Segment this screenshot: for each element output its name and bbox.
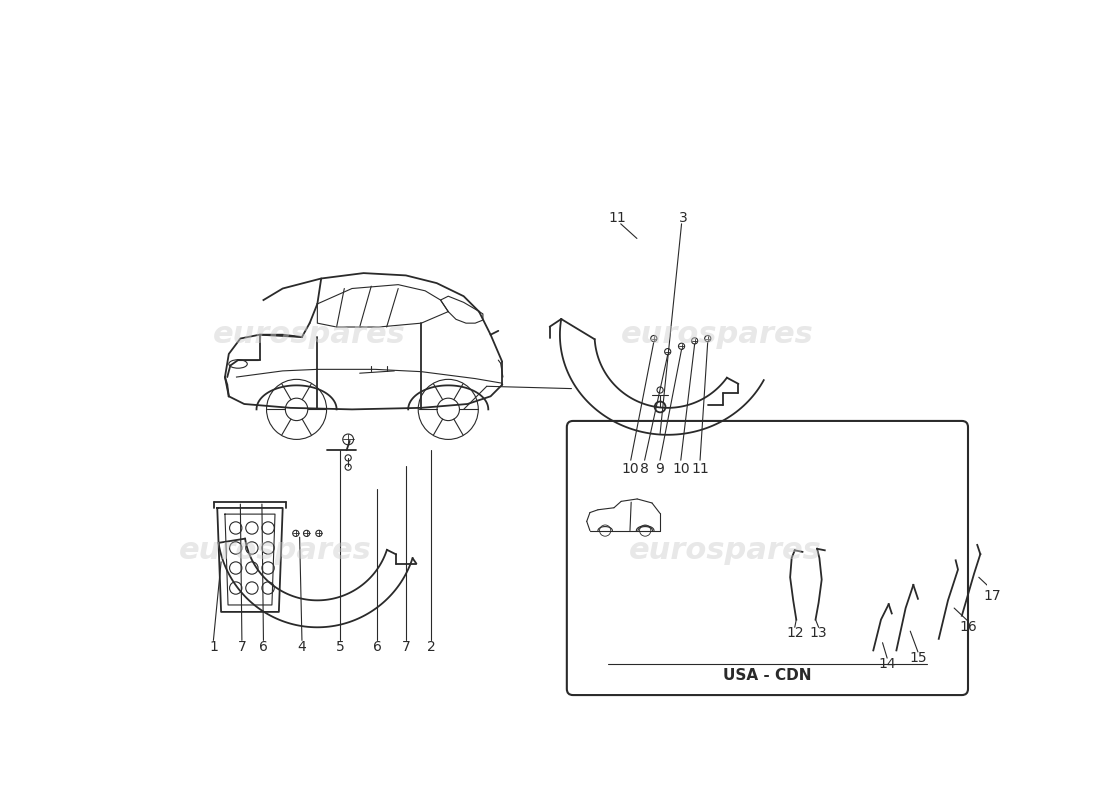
Text: 7: 7 xyxy=(402,639,410,654)
Text: eurospares: eurospares xyxy=(178,536,372,565)
Text: 4: 4 xyxy=(298,639,306,654)
Text: eurospares: eurospares xyxy=(213,320,406,349)
Text: 15: 15 xyxy=(909,651,927,665)
Text: 14: 14 xyxy=(878,658,896,671)
Text: 10: 10 xyxy=(621,462,639,477)
Text: 10: 10 xyxy=(672,462,690,477)
Text: 11: 11 xyxy=(608,210,627,225)
Text: 13: 13 xyxy=(810,626,827,641)
Text: 6: 6 xyxy=(373,639,382,654)
Text: 17: 17 xyxy=(983,590,1001,603)
Text: 8: 8 xyxy=(640,462,649,477)
Text: eurospares: eurospares xyxy=(621,320,814,349)
Text: 6: 6 xyxy=(258,639,268,654)
Text: 16: 16 xyxy=(959,620,977,634)
Text: 9: 9 xyxy=(656,462,664,477)
Text: 11: 11 xyxy=(691,462,708,477)
Text: eurospares: eurospares xyxy=(629,536,822,565)
Text: 12: 12 xyxy=(785,626,804,641)
Text: 1: 1 xyxy=(209,639,218,654)
Text: 5: 5 xyxy=(337,639,344,654)
Text: 2: 2 xyxy=(427,639,436,654)
Text: 7: 7 xyxy=(238,639,246,654)
Text: USA - CDN: USA - CDN xyxy=(723,667,812,682)
Text: 3: 3 xyxy=(679,210,688,225)
